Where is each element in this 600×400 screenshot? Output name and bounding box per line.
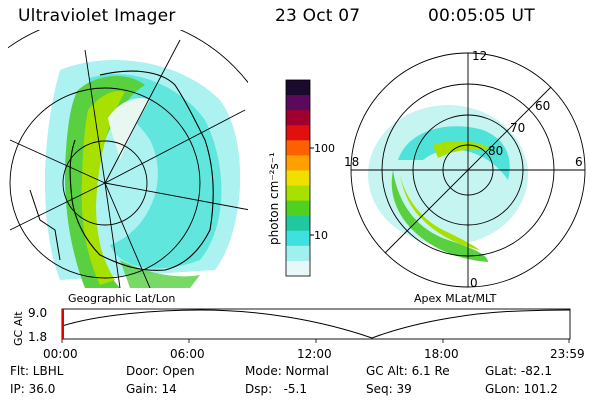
colorbar-band [286,260,310,277]
colorbar-band [286,80,310,96]
page-title: Ultraviolet Imager [18,6,176,26]
footer-glon: GLon: 101.2 [485,382,558,396]
altitude-plot: GC Alt 9.0 1.8 00:00 06:00 12:00 18:00 2… [12,306,585,361]
altitude-xtick-4: 23:59 [550,347,585,361]
footer-mode: Mode: Normal [245,364,329,378]
mlt-label-6: 6 [575,155,583,169]
mlt-label-12: 12 [472,49,487,63]
footer-door: Door: Open [126,364,195,378]
footer-seq: Seq: 39 [366,382,412,396]
lat-label-60: 60 [535,99,550,113]
colorbar-bands [286,80,310,277]
geographic-map-label: Geographic Lat/Lon [68,292,176,305]
lat-label-80: 80 [488,144,503,158]
colorbar-band [286,170,310,187]
date-label: 23 Oct 07 [275,6,361,26]
colorbar-band [286,200,310,217]
apex-map-label: Apex MLat/MLT [414,292,497,305]
lat-label-70: 70 [510,121,525,135]
altitude-ylabel: GC Alt [12,311,25,346]
colorbar-band [286,95,310,111]
footer-flt: Flt: LBHL [10,364,64,378]
altitude-xtick-0: 00:00 [43,347,78,361]
colorbar-band [286,155,310,171]
colorbar-band [286,110,310,126]
geographic-map [8,30,248,288]
colorbar-band [286,125,310,141]
footer-ip: IP: 36.0 [10,382,56,396]
time-label: 00:05:05 UT [428,6,535,26]
colorbar-band [286,140,310,156]
graticule [8,30,248,288]
aurora-emission [45,60,241,288]
apex-aurora [368,105,528,262]
colorbar-tick-100: 100 [314,142,335,155]
colorbar-band [286,245,310,262]
footer-dsp: Dsp: -5.1 [245,382,308,396]
colorbar: 100 10 photon cm⁻²s⁻¹ [267,79,335,277]
altitude-ytick-bottom: 1.8 [28,330,47,344]
altitude-xtick-1: 06:00 [170,347,205,361]
colorbar-band [286,215,310,232]
mlt-label-0: 0 [470,276,478,290]
colorbar-band [286,185,310,202]
mlt-label-18: 18 [344,155,359,169]
footer-glat: GLat: -82.1 [485,364,552,378]
colorbar-unit-label: photon cm⁻²s⁻¹ [267,152,281,245]
colorbar-band [286,230,310,247]
footer-gc-alt: GC Alt: 6.1 Re [366,364,450,378]
colorbar-tick-10: 10 [314,229,328,242]
altitude-ytick-top: 9.0 [28,306,47,320]
altitude-xtick-3: 18:00 [424,347,459,361]
altitude-curve [61,309,571,339]
footer-gain: Gain: 14 [126,382,177,396]
apex-polar-map: 12 18 6 0 60 70 80 [344,49,586,290]
altitude-xtick-2: 12:00 [297,347,332,361]
